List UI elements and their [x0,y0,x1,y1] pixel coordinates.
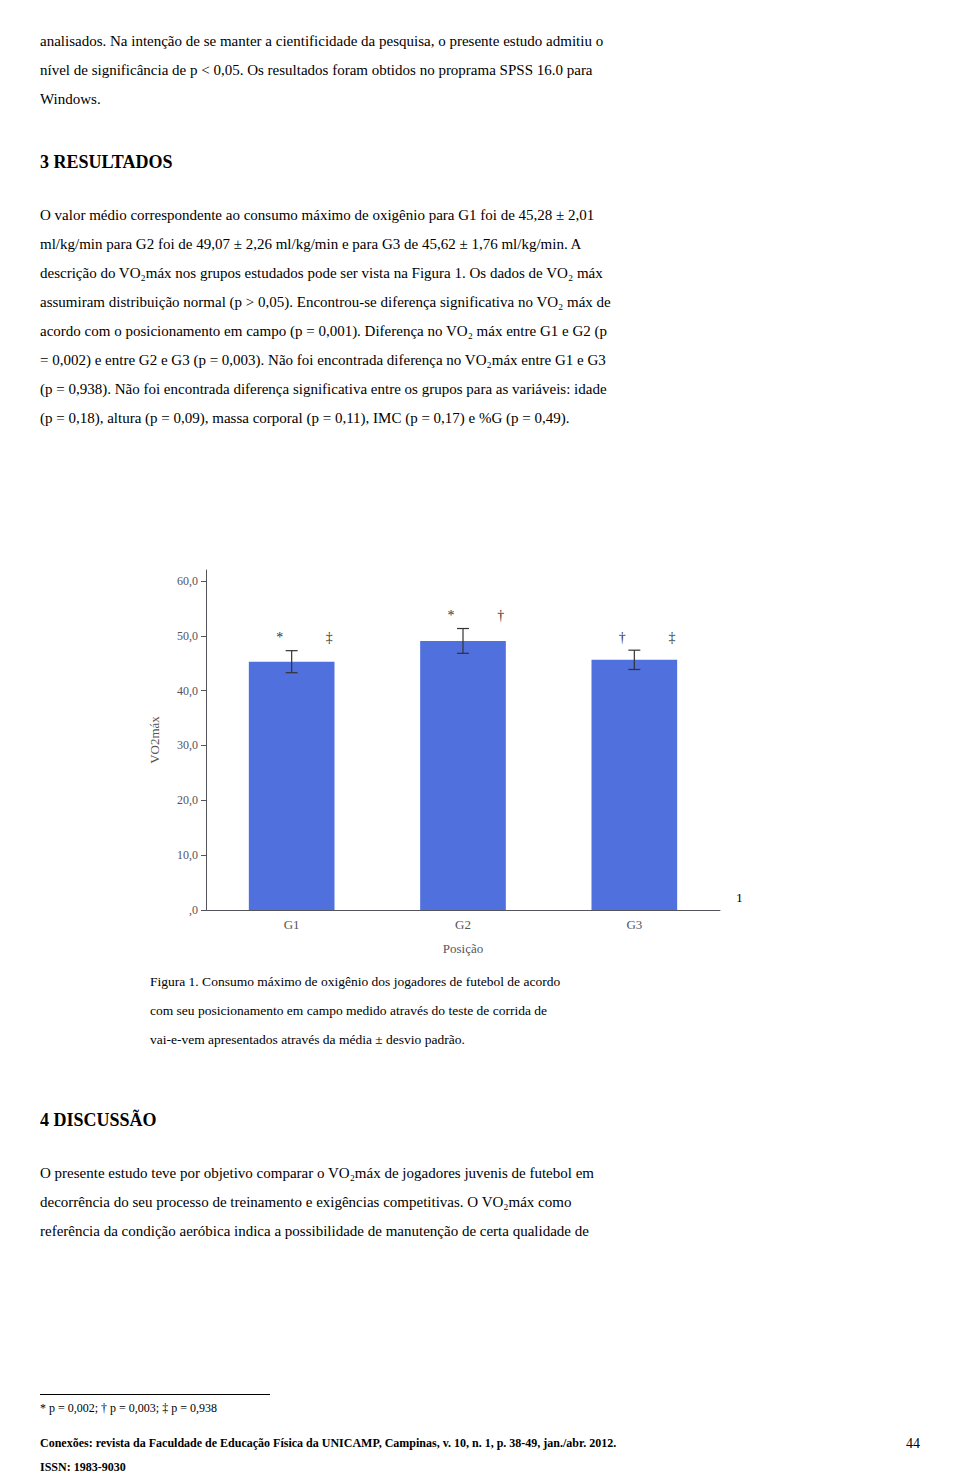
svg-text:‡: ‡ [326,630,333,645]
svg-text:30,0: 30,0 [177,738,198,752]
html-text:ml/kg/min para G2 foi de 49,07: ml/kg/min para G2 foi de 49,07 ± 2,26 ml… [40,236,582,252]
html-text:(p = 0,18), altura (p = 0,09),: (p = 0,18), altura (p = 0,09), massa cor… [40,410,570,426]
html-text:4 DISCUSSÃO: 4 DISCUSSÃO [40,1110,157,1130]
html-text:descrição do VO₂máx nos grupos: descrição do VO₂máx nos grupos estudados… [40,265,603,281]
svg-text:50,0: 50,0 [177,629,198,643]
html-text:acordo com o posicionamento em: acordo com o posicionamento em campo (p … [40,323,607,339]
svg-text:Posição: Posição [443,941,483,956]
svg-text:†: † [619,630,626,645]
html-text:ISSN: 1983-9030: ISSN: 1983-9030 [40,1460,126,1474]
svg-text:G1: G1 [284,917,300,932]
svg-text:†: † [497,608,504,623]
html-text:1: 1 [736,890,743,905]
html-text:decorrência do seu processo de: decorrência do seu processo de treinamen… [40,1194,572,1210]
svg-text:,0: ,0 [189,903,198,917]
svg-text:40,0: 40,0 [177,684,198,698]
html-text:(p = 0,938). Não foi encontrad: (p = 0,938). Não foi encontrada diferenç… [40,381,607,397]
html-text:44: 44 [906,1436,920,1451]
html-text:com seu posicionamento em camp: com seu posicionamento em campo medido a… [150,1003,547,1018]
html-text:O valor médio correspondente a: O valor médio correspondente ao consumo … [40,207,595,223]
html-text:referência da condição aeróbic: referência da condição aeróbica indica a… [40,1223,589,1239]
svg-text:G2: G2 [455,917,471,932]
html-text:Conexões: revista da Faculdade: Conexões: revista da Faculdade de Educaç… [40,1436,617,1450]
html-text:= 0,002) e entre G2 e G3 (p =: = 0,002) e entre G2 e G3 (p = 0,003). Nã… [40,352,606,368]
svg-text:‡: ‡ [669,630,676,645]
svg-text:*: * [448,608,455,623]
svg-text:60,0: 60,0 [177,574,198,588]
html-text:assumiram distribuição normal: assumiram distribuição normal (p > 0,05)… [40,294,611,310]
html-text:vai-e-vem apresentados através: vai-e-vem apresentados através da média … [150,1032,465,1047]
svg-text:20,0: 20,0 [177,793,198,807]
svg-text:*: * [276,630,283,645]
svg-text:10,0: 10,0 [177,848,198,862]
svg-text:VO2máx: VO2máx [147,716,162,764]
html-text:nível de significância de p <: nível de significância de p < 0,05. Os r… [40,62,593,78]
html-text:analisados. Na intenção de se: analisados. Na intenção de se manter a c… [40,33,604,49]
svg-text:G3: G3 [626,917,642,932]
html-text:* p = 0,002; † p = 0,003; ‡ p: * p = 0,002; † p = 0,003; ‡ p = 0,938 [40,1401,217,1415]
html-text:3 RESULTADOS: 3 RESULTADOS [40,152,173,172]
html-text:Figura 1. Consumo máximo de ox: Figura 1. Consumo máximo de oxigênio dos… [150,974,561,989]
html-text:Windows.: Windows. [40,91,101,107]
html-text:O presente estudo teve por obj: O presente estudo teve por objetivo comp… [40,1165,594,1181]
